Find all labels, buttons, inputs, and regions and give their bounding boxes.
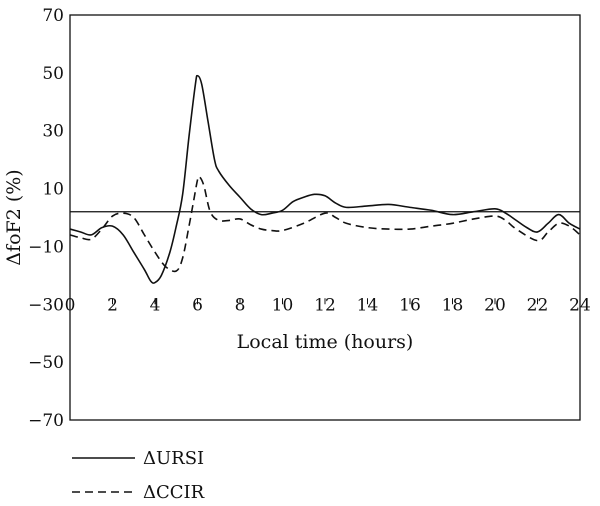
x-tick-label: 22 — [527, 295, 549, 315]
x-tick-label: 8 — [235, 295, 246, 315]
y-axis-label: ΔfoF2 (%) — [3, 169, 25, 265]
x-tick-label: 16 — [399, 295, 421, 315]
x-tick-label: 4 — [150, 295, 161, 315]
legend-label: ΔCCIR — [143, 482, 205, 503]
legend-label: ΔURSI — [143, 448, 204, 469]
x-tick-label: 10 — [272, 295, 294, 315]
x-tick-label: 6 — [192, 295, 203, 315]
x-tick-label: 14 — [357, 295, 379, 315]
x-tick-label: 0 — [65, 295, 76, 315]
y-tick-label: −30 — [28, 295, 64, 315]
x-tick-label: 18 — [442, 295, 464, 315]
y-tick-label: −50 — [28, 353, 64, 373]
x-tick-label: 12 — [314, 295, 336, 315]
legend: ΔURSI ΔCCIR — [72, 448, 205, 503]
x-tick-label: 2 — [107, 295, 118, 315]
x-axis-label: Local time (hours) — [237, 331, 414, 353]
y-tick-label: −70 — [28, 411, 64, 431]
y-tick-label: 70 — [42, 6, 64, 26]
y-tick-label: 10 — [42, 180, 64, 200]
y-tick-label: 50 — [42, 64, 64, 84]
plot-frame — [69, 14, 581, 421]
x-tick-label: 20 — [484, 295, 506, 315]
y-tick-label: −10 — [28, 237, 64, 257]
x-tick-label: 24 — [569, 295, 591, 315]
series-line-ursi — [69, 74, 581, 284]
series-line-ccir — [69, 175, 581, 273]
y-tick-label: 30 — [42, 122, 64, 142]
